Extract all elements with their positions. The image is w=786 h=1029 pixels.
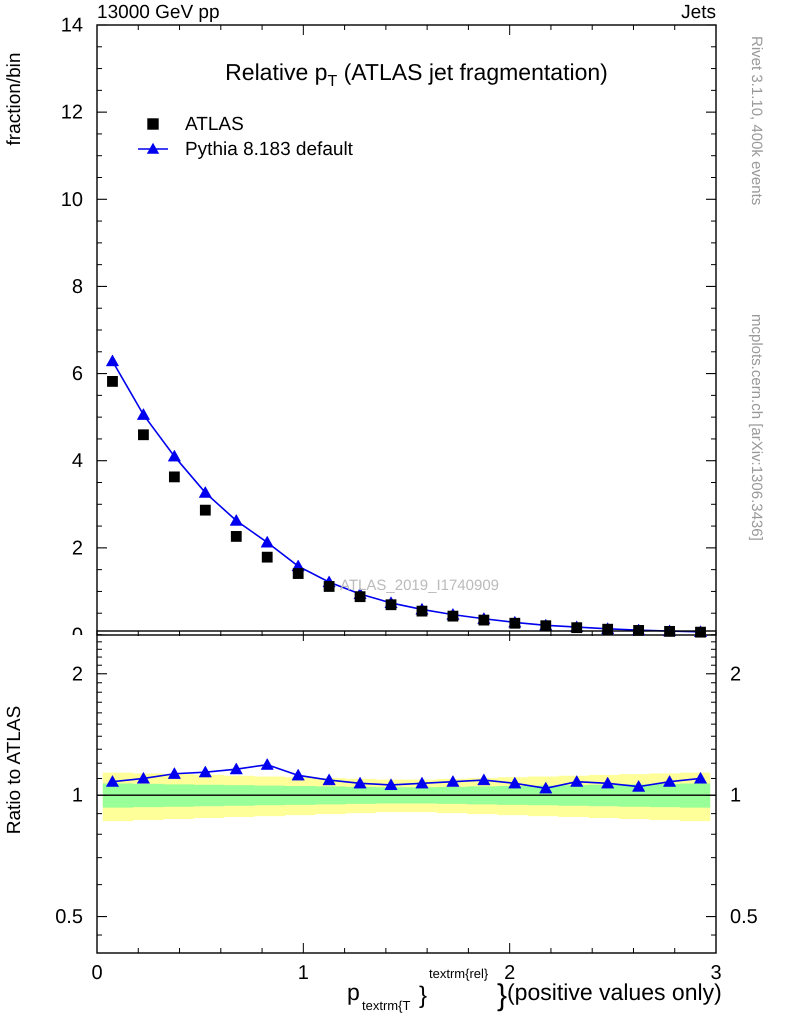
svg-text:0.5: 0.5 (730, 906, 758, 928)
svg-text:Rivet 3.1.10, 400k events: Rivet 3.1.10, 400k events (748, 36, 765, 205)
svg-text:ATLAS_2019_I1740909: ATLAS_2019_I1740909 (340, 577, 499, 594)
svg-text:Jets: Jets (681, 2, 716, 23)
svg-text:0.5: 0.5 (55, 906, 83, 928)
svg-text:10: 10 (61, 189, 83, 211)
svg-text:ATLAS: ATLAS (185, 114, 244, 135)
svg-text:13000 GeV pp: 13000 GeV pp (97, 2, 220, 23)
svg-text:0: 0 (91, 962, 102, 984)
svg-text:2: 2 (72, 663, 83, 685)
svg-text:(positive values only): (positive values only) (507, 979, 722, 1005)
svg-text:6: 6 (72, 363, 83, 385)
svg-text:fraction/bin: fraction/bin (4, 53, 25, 146)
svg-text:1: 1 (298, 962, 309, 984)
svg-text:textrm{rel}: textrm{rel} (429, 966, 489, 981)
svg-text:4: 4 (72, 450, 83, 472)
svg-text:12: 12 (61, 102, 83, 124)
svg-text:mcplots.cern.ch [arXiv:1306.34: mcplots.cern.ch [arXiv:1306.3436] (748, 314, 765, 541)
svg-text:}: } (497, 979, 507, 1012)
svg-text:Pythia 8.183 default: Pythia 8.183 default (185, 139, 354, 160)
svg-text:8: 8 (72, 276, 83, 298)
svg-text:}: } (419, 982, 427, 1009)
svg-text:textrm{T: textrm{T (362, 998, 410, 1013)
svg-text:1: 1 (72, 785, 83, 807)
svg-text:2: 2 (72, 537, 83, 559)
svg-text:Ratio to ATLAS: Ratio to ATLAS (4, 706, 25, 835)
svg-text:14: 14 (61, 15, 83, 37)
svg-text:2: 2 (730, 663, 741, 685)
svg-text:1: 1 (730, 785, 741, 807)
svg-text:p: p (347, 979, 360, 1005)
